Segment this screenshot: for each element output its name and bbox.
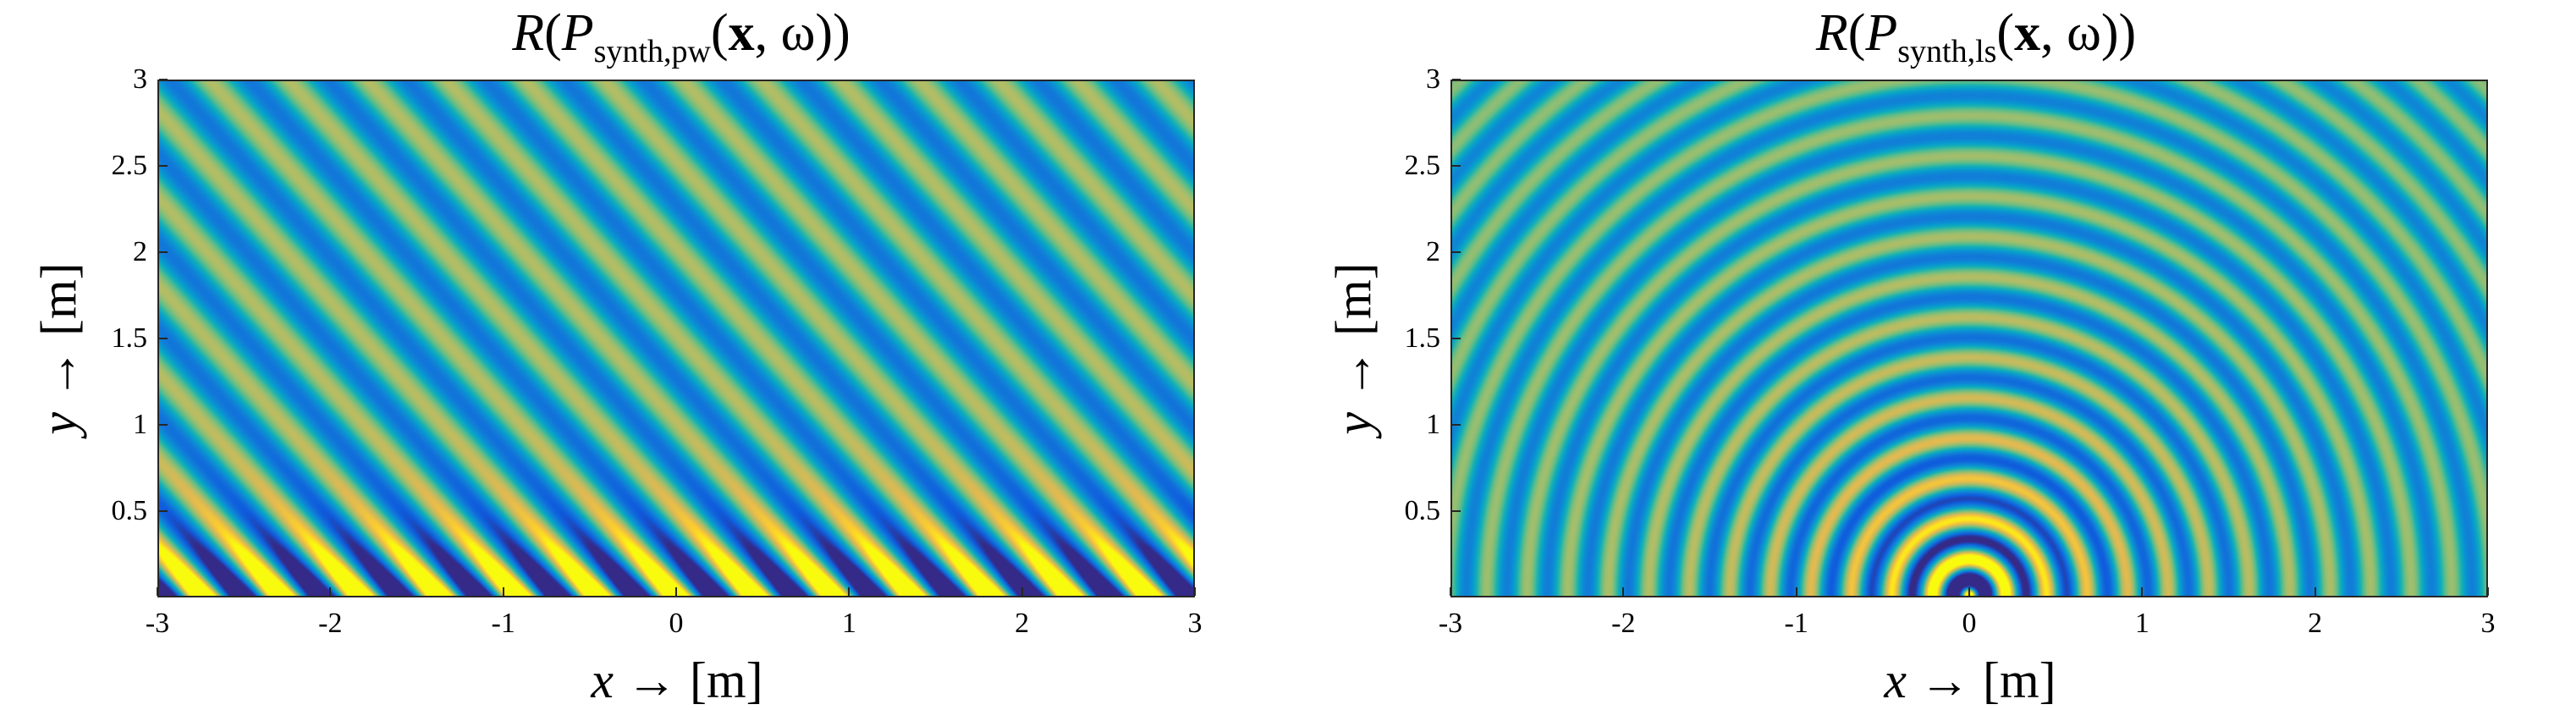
heatmap-plot-area-line-source bbox=[1450, 80, 2488, 597]
x-tick-label: -1 bbox=[491, 608, 515, 639]
y-tick-label: 1 bbox=[133, 409, 147, 440]
y-tick-label: 3 bbox=[133, 63, 147, 95]
x-tick-mark bbox=[1795, 587, 1797, 596]
y-tick-mark bbox=[1452, 338, 1461, 339]
y-tick-label: 1.5 bbox=[111, 322, 148, 354]
y-tick-mark bbox=[159, 79, 168, 80]
x-tick-mark bbox=[1622, 587, 1625, 596]
x-tick-mark bbox=[502, 587, 504, 596]
x-axis-label-plane-wave: x → [m] bbox=[591, 652, 763, 708]
y-tick-label: 1 bbox=[1426, 409, 1440, 440]
y-tick-label: 2 bbox=[1426, 236, 1440, 267]
y-tick-mark bbox=[1452, 510, 1461, 512]
chart-title-line-source: R(Psynth,ls(x, ω)) bbox=[1815, 4, 2137, 69]
heatmap-canvas-line-source bbox=[1452, 81, 2486, 596]
x-tick-label: -3 bbox=[1438, 608, 1463, 639]
x-tick-label: 3 bbox=[1187, 608, 1203, 639]
x-tick-mark bbox=[157, 587, 158, 596]
x-tick-mark bbox=[848, 587, 850, 596]
x-tick-label: 2 bbox=[1015, 608, 1030, 639]
y-tick-mark bbox=[1452, 424, 1461, 426]
y-tick-mark bbox=[1452, 251, 1461, 253]
y-tick-label: 2 bbox=[133, 236, 147, 267]
x-tick-mark bbox=[329, 587, 332, 596]
heatmap-plot-area-plane-wave bbox=[157, 80, 1195, 597]
x-tick-label: -2 bbox=[1611, 608, 1636, 639]
chart-title-plane-wave: R(Psynth,pw(x, ω)) bbox=[512, 4, 850, 69]
y-tick-label: 2.5 bbox=[1404, 150, 1441, 181]
y-axis-label-plane-wave: y → [m] bbox=[30, 262, 87, 435]
x-tick-label: -2 bbox=[318, 608, 343, 639]
y-tick-mark bbox=[159, 424, 168, 426]
x-tick-label: 0 bbox=[1962, 608, 1977, 639]
x-tick-mark bbox=[2314, 587, 2316, 596]
y-tick-label: 2.5 bbox=[111, 150, 148, 181]
y-tick-label: 3 bbox=[1426, 63, 1440, 95]
x-tick-mark bbox=[1450, 587, 1451, 596]
heatmap-canvas-plane-wave bbox=[159, 81, 1193, 596]
x-tick-label: -1 bbox=[1784, 608, 1808, 639]
y-tick-mark bbox=[159, 510, 168, 512]
y-tick-label: 0.5 bbox=[111, 495, 148, 526]
x-tick-label: 2 bbox=[2308, 608, 2323, 639]
x-tick-label: -3 bbox=[145, 608, 170, 639]
x-tick-label: 1 bbox=[2134, 608, 2149, 639]
y-tick-mark bbox=[1452, 79, 1461, 80]
y-tick-mark bbox=[1452, 165, 1461, 167]
x-tick-mark bbox=[1194, 587, 1196, 596]
y-tick-mark bbox=[159, 251, 168, 253]
x-tick-mark bbox=[2487, 587, 2489, 596]
x-tick-mark bbox=[1968, 587, 1970, 596]
x-tick-label: 0 bbox=[669, 608, 684, 639]
x-tick-label: 1 bbox=[841, 608, 856, 639]
x-tick-label: 3 bbox=[2480, 608, 2496, 639]
y-tick-mark bbox=[159, 338, 168, 339]
y-tick-label: 0.5 bbox=[1404, 495, 1441, 526]
x-tick-mark bbox=[2141, 587, 2144, 596]
x-axis-label-line-source: x → [m] bbox=[1884, 652, 2056, 708]
y-tick-label: 1.5 bbox=[1404, 322, 1441, 354]
x-tick-mark bbox=[675, 587, 677, 596]
x-tick-mark bbox=[1021, 587, 1023, 596]
y-axis-label-line-source: y → [m] bbox=[1325, 262, 1382, 435]
y-tick-mark bbox=[159, 165, 168, 167]
